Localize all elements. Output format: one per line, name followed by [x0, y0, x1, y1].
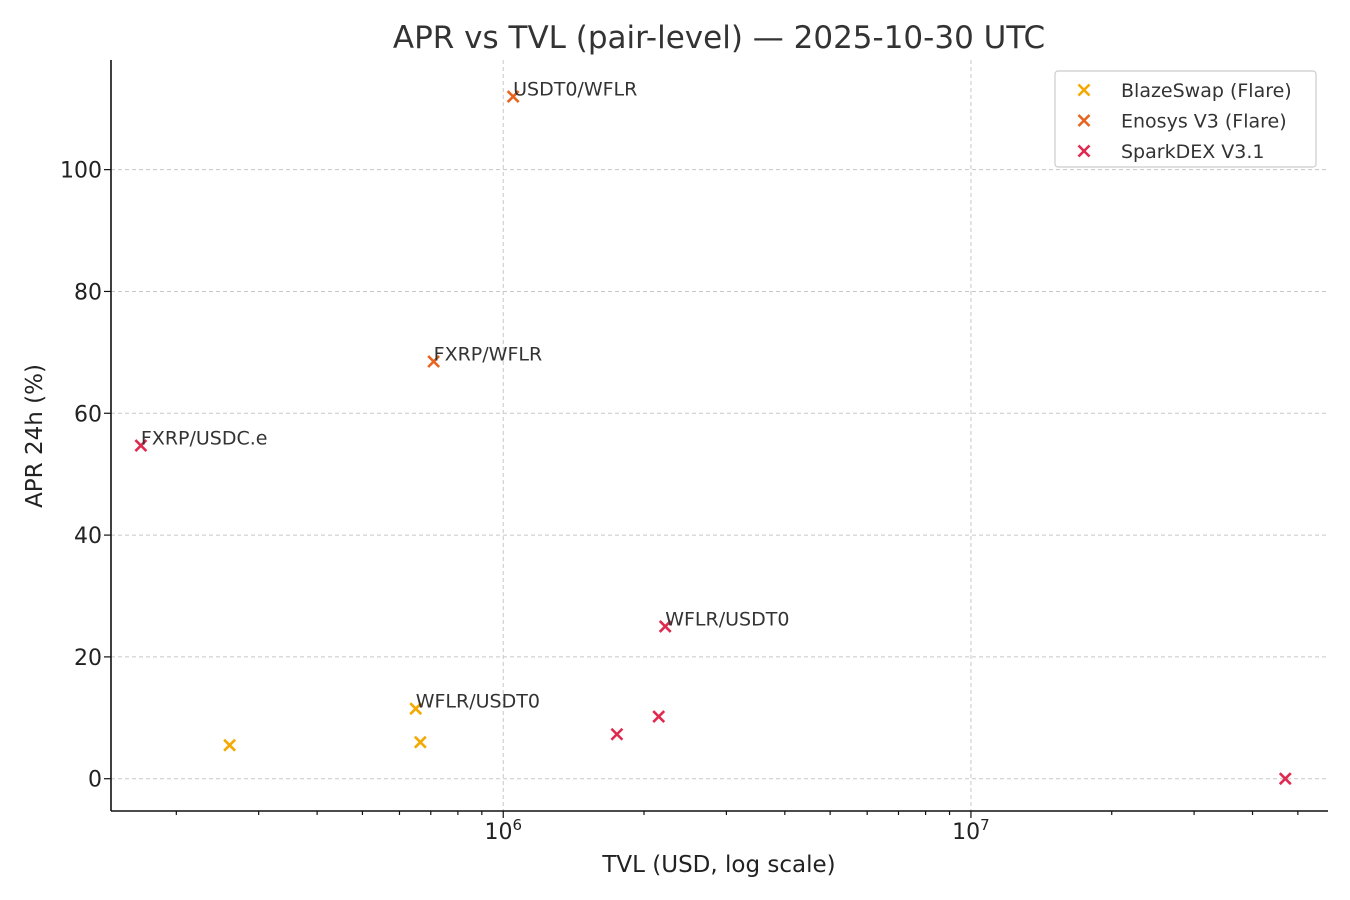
legend-item: Enosys V3 (Flare)	[1077, 111, 1287, 133]
x-tick-label: 106	[484, 816, 522, 845]
legend-box	[1054, 70, 1317, 168]
data-point	[652, 710, 666, 724]
data-point	[409, 702, 423, 716]
data-points	[134, 90, 1292, 786]
legend-marker	[1077, 114, 1091, 127]
point-label: USDT0/WFLR	[513, 79, 637, 101]
y-tick-label: 60	[74, 402, 102, 427]
y-tick-label: 20	[74, 646, 102, 671]
tick-labels: 0 20 40 60 80 100 106 107	[60, 159, 990, 845]
legend-label: SparkDEX V3.1	[1121, 141, 1264, 163]
data-point	[413, 735, 427, 749]
marker-stroke	[1278, 772, 1292, 786]
data-point	[427, 355, 441, 368]
y-axis-label: APR 24h (%)	[22, 364, 48, 508]
y-tick-label: 100	[60, 159, 102, 184]
legend-label: Enosys V3 (Flare)	[1121, 111, 1287, 133]
marker-stroke	[413, 735, 427, 749]
legend-item: BlazeSwap (Flare)	[1077, 80, 1292, 102]
data-point	[134, 439, 148, 452]
point-annotations: WFLR/USDT0 FXRP/WFLR USDT0/WFLR FXRP/USDC.e…	[141, 79, 790, 713]
data-point	[223, 738, 237, 752]
legend-item: SparkDEX V3.1	[1077, 141, 1264, 163]
marker-stroke	[223, 738, 237, 752]
data-point	[610, 727, 624, 741]
x-axis-label: TVL (USD, log scale)	[601, 852, 835, 878]
chart-title: APR vs TVL (pair-level) — 2025-10-30 UTC	[393, 20, 1045, 56]
point-label: FXRP/WFLR	[434, 343, 543, 365]
legend-marker	[1077, 144, 1091, 158]
marker-stroke	[427, 355, 441, 368]
legend: BlazeSwap (Flare) Enosys V3 (Flare) SparkD…	[1054, 70, 1317, 168]
legend-label: BlazeSwap (Flare)	[1121, 80, 1292, 102]
point-label: FXRP/USDC.e	[141, 428, 268, 450]
grid	[111, 60, 1328, 811]
data-point	[658, 620, 672, 633]
y-tick-label: 80	[74, 280, 102, 305]
point-label: WFLR/USDT0	[665, 608, 789, 630]
axes	[104, 60, 1328, 818]
y-tick-label: 0	[88, 768, 102, 793]
y-tick-label: 40	[74, 524, 102, 549]
data-point	[506, 90, 520, 103]
marker-stroke	[610, 727, 624, 741]
point-label: WFLR/USDT0	[416, 691, 540, 713]
marker-stroke	[658, 620, 672, 633]
legend-marker	[1077, 83, 1091, 97]
marker-stroke	[506, 90, 520, 103]
marker-stroke	[409, 702, 423, 716]
marker-stroke	[134, 439, 148, 452]
x-tick-label: 107	[952, 816, 990, 845]
data-point	[1278, 772, 1292, 786]
marker-stroke	[652, 710, 666, 724]
